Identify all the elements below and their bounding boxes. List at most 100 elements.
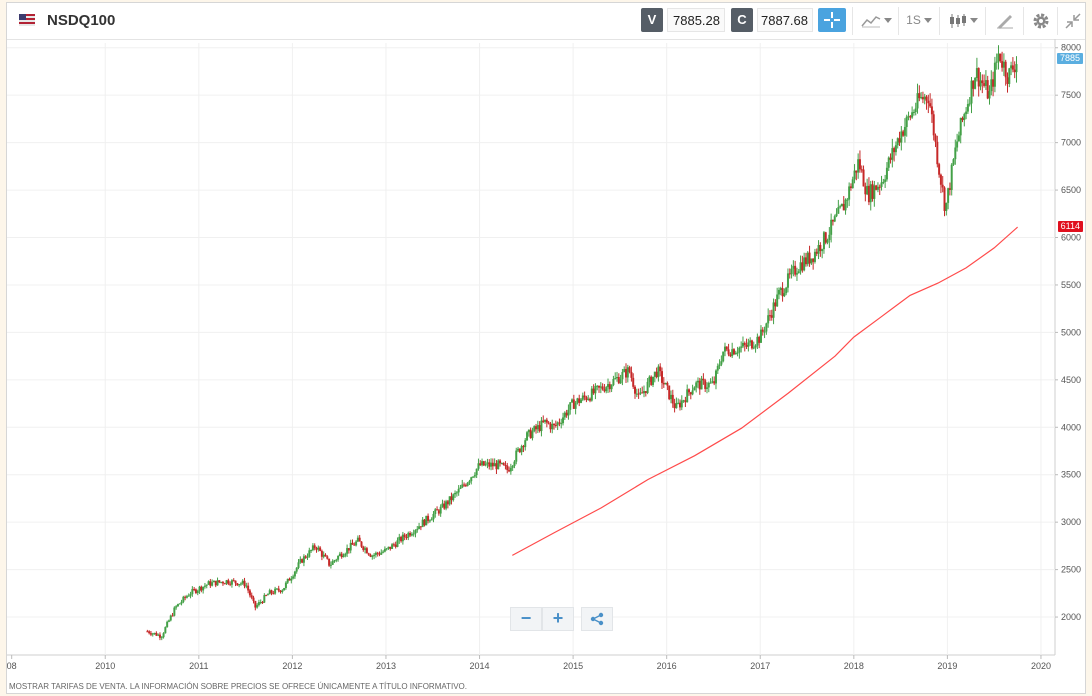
- candle-body: [347, 548, 350, 551]
- candle-body: [302, 556, 305, 563]
- candle-body: [400, 536, 403, 542]
- chart-type-button[interactable]: [858, 8, 894, 32]
- candle-body: [394, 544, 397, 547]
- candle-body: [518, 448, 521, 453]
- settings-button[interactable]: [1029, 8, 1053, 32]
- candle-body: [785, 287, 788, 294]
- timeframe-button[interactable]: 1S: [903, 8, 935, 32]
- crosshair-button[interactable]: [818, 8, 846, 32]
- candle-body: [502, 462, 505, 466]
- price-chart[interactable]: 8000 7500 7000 6500 6000 5500 5000 4500 4000 3500…: [7, 3, 1086, 693]
- candle-body: [351, 542, 354, 545]
- sell-label[interactable]: V: [641, 8, 663, 32]
- candle-body: [722, 351, 725, 362]
- candle-body: [947, 188, 950, 203]
- candle-body: [637, 393, 640, 395]
- y-tick-label: 5000: [1061, 327, 1081, 337]
- candle-body: [268, 590, 271, 595]
- candle-body: [500, 462, 503, 464]
- candle-body: [383, 548, 386, 552]
- candle-body: [594, 386, 597, 394]
- candle-body: [761, 329, 764, 332]
- candle-body: [254, 601, 257, 608]
- candle-body: [531, 431, 534, 439]
- candle-body: [405, 537, 408, 539]
- candle-body: [229, 583, 232, 585]
- candle-body: [808, 252, 811, 264]
- candle-body: [220, 581, 223, 583]
- candle-body: [716, 365, 719, 371]
- candle-body: [320, 550, 323, 557]
- candle-body: [853, 170, 856, 180]
- candle-body: [945, 202, 948, 211]
- candle-body: [655, 371, 658, 378]
- candle-body: [387, 546, 390, 549]
- candle-body: [786, 273, 789, 288]
- candle-body: [270, 590, 273, 594]
- candle-body: [752, 347, 755, 349]
- candle-body: [916, 93, 919, 109]
- candle-body: [885, 167, 888, 180]
- candle-body: [562, 417, 565, 424]
- y-tick-label: 7000: [1061, 138, 1081, 148]
- candle-body: [445, 501, 448, 509]
- candle-body: [898, 138, 901, 143]
- candle-body: [182, 596, 185, 602]
- candle-body: [430, 519, 433, 521]
- candle-body: [1004, 61, 1007, 78]
- candle-body: [664, 382, 667, 385]
- candle-body: [212, 580, 215, 583]
- candle-body: [232, 580, 235, 582]
- candle-body: [207, 581, 210, 585]
- candle-body: [236, 583, 239, 586]
- candle-body: [484, 463, 487, 466]
- candle-body: [297, 562, 300, 568]
- crosshair-icon: [824, 12, 840, 28]
- candle-body: [250, 595, 253, 598]
- candle-body: [632, 377, 635, 387]
- buy-label[interactable]: C: [731, 8, 753, 32]
- y-tick-label: 6500: [1061, 185, 1081, 195]
- candle-body: [569, 402, 572, 410]
- candle-body: [646, 381, 649, 394]
- candle-body: [382, 551, 385, 553]
- candle-body: [781, 288, 784, 297]
- candle-body: [200, 586, 203, 591]
- candle-body: [545, 419, 548, 423]
- zoom-out-button[interactable]: −: [510, 607, 542, 631]
- candle-body: [148, 631, 151, 634]
- candle-body: [374, 552, 377, 555]
- candle-body: [732, 349, 735, 355]
- candle-body: [997, 53, 1000, 62]
- candle-body: [774, 302, 777, 307]
- candlestick-button[interactable]: [945, 8, 981, 32]
- candle-body: [822, 232, 825, 250]
- candle-body: [673, 403, 676, 409]
- sell-price[interactable]: 7885.28: [667, 8, 725, 32]
- candle-body: [463, 484, 466, 486]
- candle-body: [605, 387, 608, 392]
- buy-price[interactable]: 7887.68: [757, 8, 813, 32]
- chart-type-icon: [860, 15, 880, 28]
- candle-body: [448, 496, 451, 505]
- candle-body: [619, 379, 622, 384]
- candle-body: [536, 425, 539, 430]
- candle-body: [193, 588, 196, 590]
- candle-body: [572, 399, 575, 409]
- zoom-in-button[interactable]: +: [542, 607, 574, 631]
- candle-body: [983, 83, 986, 86]
- candle-body: [434, 509, 437, 514]
- drawing-tools-button[interactable]: [991, 8, 1019, 32]
- candle-body: [682, 400, 685, 402]
- x-tick-label: 2011: [189, 661, 208, 671]
- candle-body: [155, 632, 158, 636]
- candle-body: [992, 79, 995, 87]
- candle-body: [918, 93, 921, 99]
- candle-body: [259, 602, 262, 604]
- candle-body: [828, 234, 831, 241]
- x-tick-label: 2010: [95, 661, 115, 671]
- share-button[interactable]: [581, 607, 613, 631]
- candle-body: [911, 112, 914, 118]
- collapse-icon: [1065, 13, 1081, 29]
- collapse-button[interactable]: [1061, 8, 1085, 32]
